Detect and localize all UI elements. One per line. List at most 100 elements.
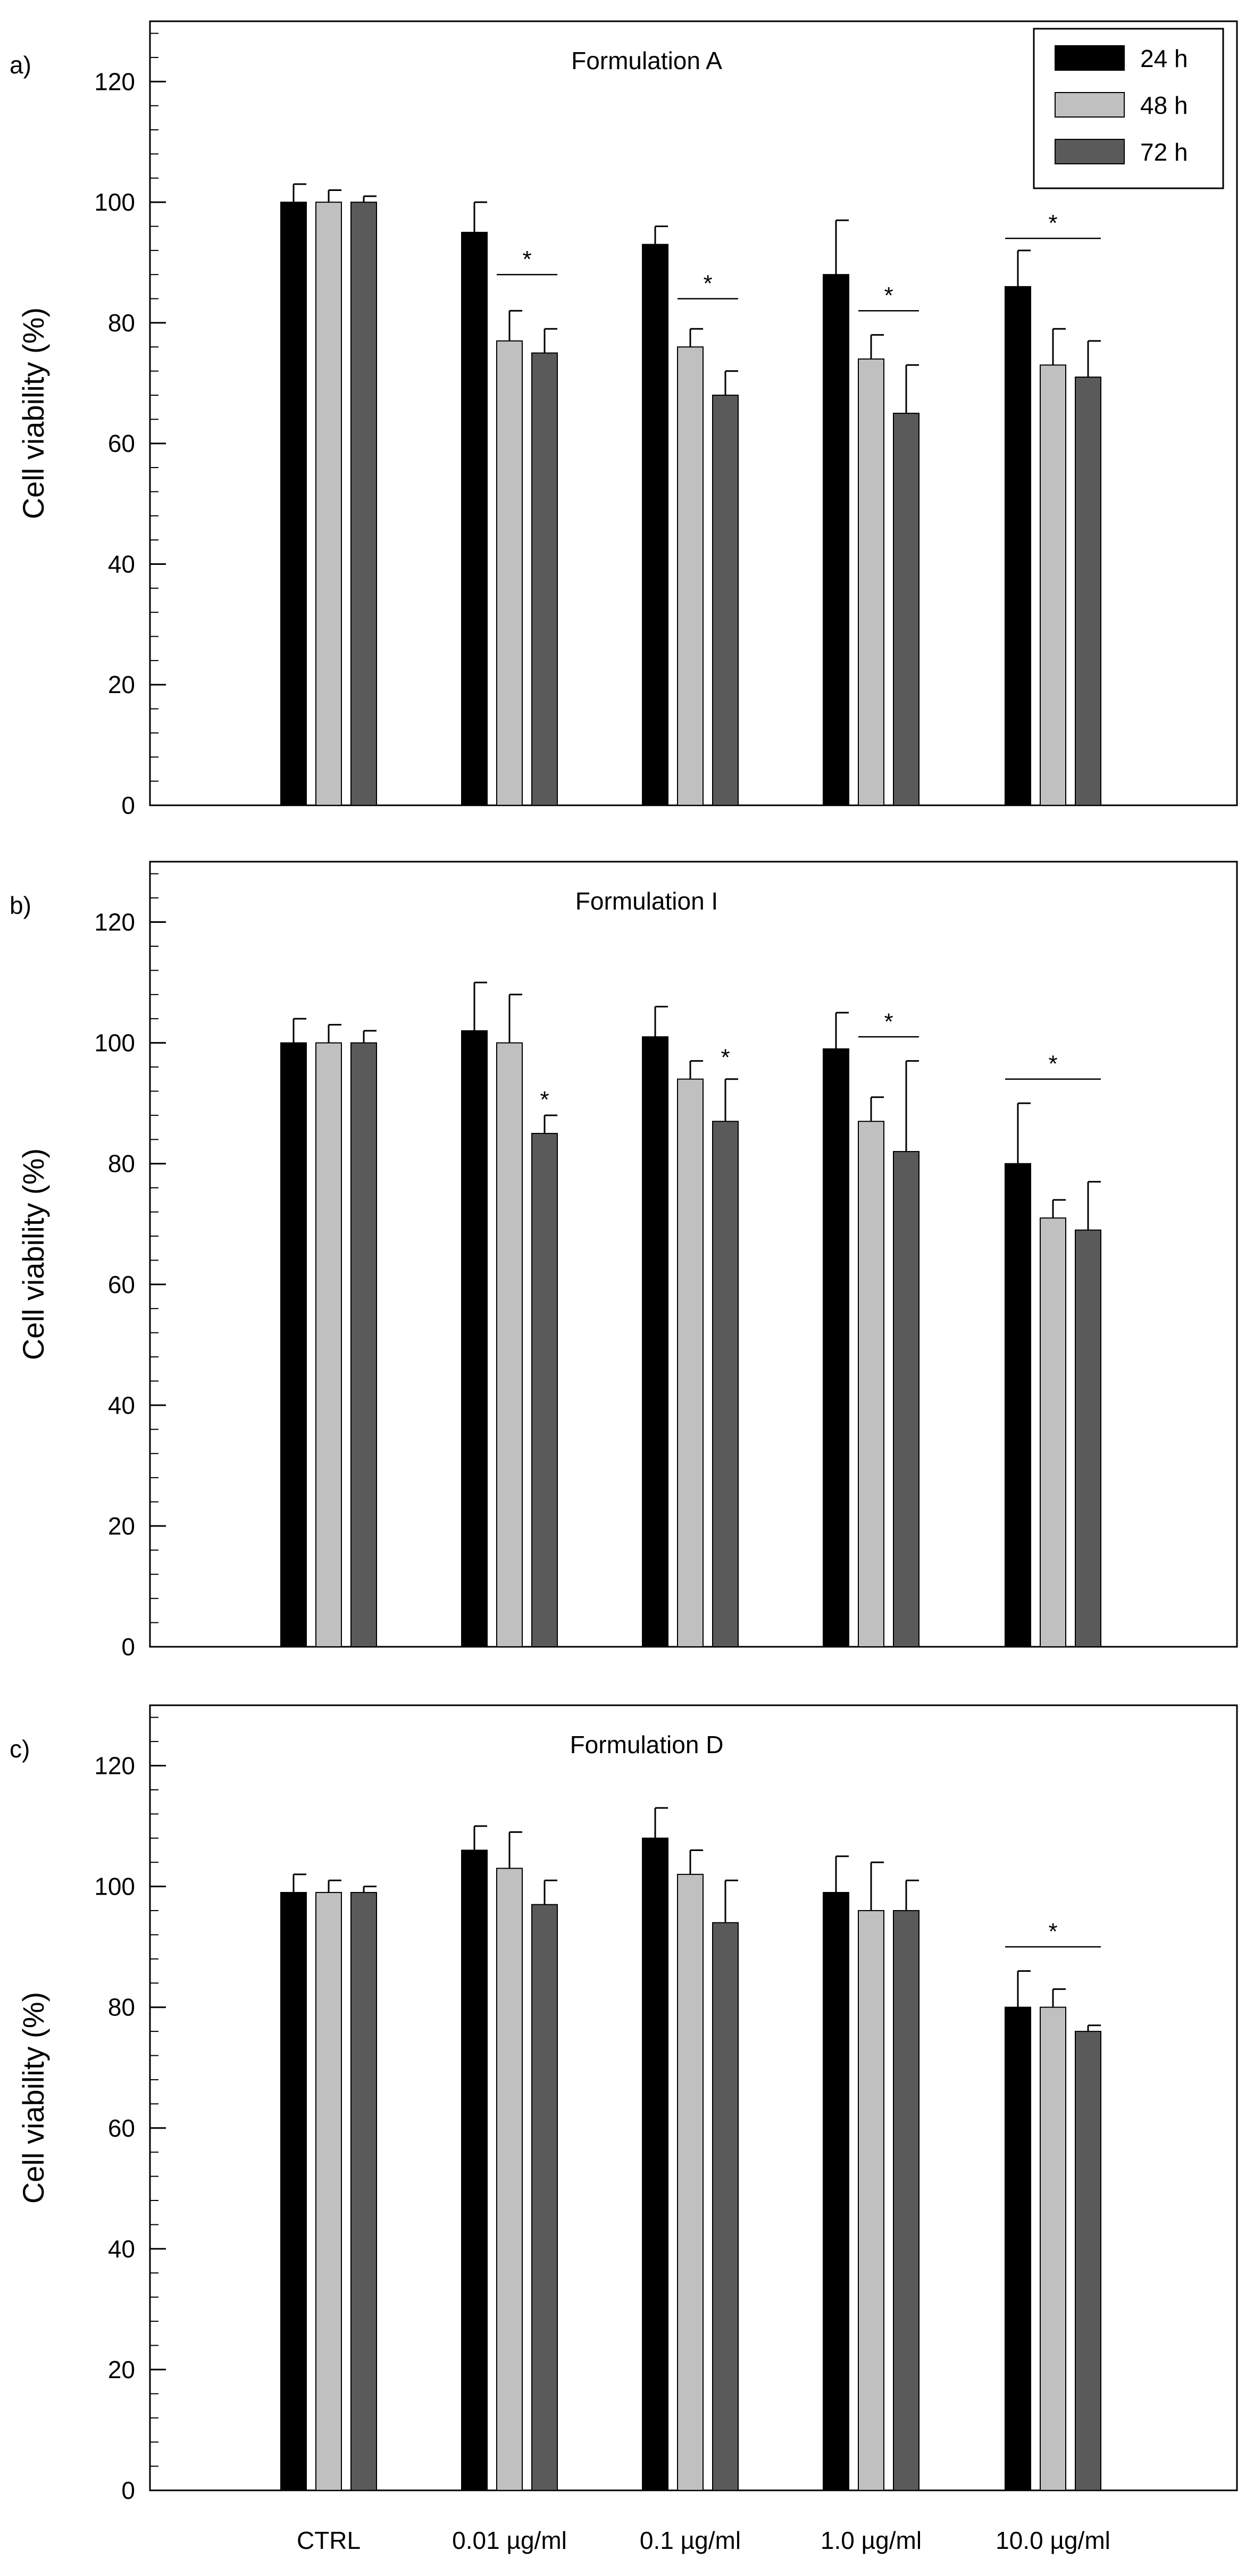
bar (280, 1891, 307, 2491)
significance-star: * (1048, 1919, 1057, 1945)
bar (642, 1036, 668, 1647)
x-tick-label: CTRL (297, 2527, 361, 2554)
bar (531, 352, 558, 806)
legend-swatch (1055, 139, 1125, 164)
y-tick-label: 20 (108, 1512, 135, 1540)
chart-title: Formulation I (575, 887, 718, 915)
y-tick-label: 120 (94, 908, 135, 936)
bar (350, 202, 377, 806)
bar (496, 1868, 523, 2491)
legend: 24 h 48 h 72 h (1033, 28, 1224, 189)
chart-title: Formulation A (571, 47, 722, 74)
y-tick-label: 60 (108, 2114, 135, 2142)
panel-label: a) (10, 51, 31, 79)
significance-star: * (884, 282, 893, 309)
y-tick-label: 120 (94, 1752, 135, 1780)
y-axis-label: Cell viability (%) (16, 307, 50, 519)
bar (823, 1048, 849, 1647)
legend-label: 24 h (1140, 45, 1188, 72)
y-tick-label: 0 (121, 791, 135, 819)
bar (1075, 376, 1101, 806)
significance-star: * (522, 246, 531, 272)
chart-panel-c: c) Formulation D Cell viability (%) 0 20 40 60… (10, 1704, 1238, 2554)
y-tick-label: 40 (108, 550, 135, 578)
bar (642, 244, 668, 806)
bar (1005, 286, 1031, 806)
bar (893, 1910, 919, 2491)
bar (531, 1904, 558, 2491)
chart-title: Formulation D (570, 1731, 724, 1758)
y-tick-label: 20 (108, 2356, 135, 2383)
bar (280, 202, 307, 806)
bar (1005, 2006, 1031, 2491)
y-tick-label: 40 (108, 2235, 135, 2263)
bar (858, 1910, 884, 2491)
bar (350, 1891, 377, 2491)
bar (893, 413, 919, 806)
bar (858, 358, 884, 806)
bar (461, 1849, 488, 2491)
bar (496, 340, 523, 806)
bar (642, 1837, 668, 2491)
significance-star: * (884, 1008, 893, 1035)
bar (496, 1042, 523, 1647)
significance-star: * (1048, 210, 1057, 236)
bar (315, 1042, 342, 1647)
y-tick-label: 100 (94, 188, 135, 216)
bar (823, 1891, 849, 2491)
x-tick-label: 0.01 µg/ml (452, 2527, 567, 2554)
panel-label: b) (10, 891, 31, 919)
bar (1005, 1163, 1031, 1648)
legend-label: 48 h (1140, 91, 1188, 119)
bar (677, 1078, 704, 1647)
bar (712, 394, 739, 806)
bar (461, 1030, 488, 1647)
chart-panel-a: a) Formulation A Cell viability (%) 0 20 40 60… (10, 20, 1238, 819)
bar (315, 202, 342, 806)
bar (858, 1121, 884, 1647)
bar (1040, 2006, 1066, 2491)
y-tick-label: 0 (121, 1633, 135, 1661)
bar (280, 1042, 307, 1647)
y-tick-label: 60 (108, 430, 135, 457)
bar (315, 1891, 342, 2491)
y-tick-label: 100 (94, 1029, 135, 1057)
x-tick-label: 1.0 µg/ml (821, 2527, 922, 2554)
y-tick-label: 0 (121, 2477, 135, 2504)
bar (823, 274, 849, 806)
bar (1075, 2031, 1101, 2491)
y-tick-label: 100 (94, 1873, 135, 1900)
y-tick-label: 40 (108, 1391, 135, 1419)
bar (350, 1042, 377, 1647)
bar (712, 1922, 739, 2491)
bar (677, 346, 704, 806)
bar (1040, 1217, 1066, 1647)
chart-panel-b: b) Formulation I Cell viability (%) 0 20 40 60… (10, 861, 1238, 1661)
bar (893, 1151, 919, 1647)
legend-swatch (1055, 45, 1125, 71)
y-axis-label: Cell viability (%) (16, 1992, 50, 2204)
significance-star: * (1048, 1051, 1057, 1077)
y-tick-label: 60 (108, 1271, 135, 1298)
x-tick-label: 0.1 µg/ml (640, 2527, 741, 2554)
bar (712, 1121, 739, 1647)
x-tick-label: 10.0 µg/ml (996, 2527, 1110, 2554)
significance-star: * (540, 1087, 549, 1113)
y-axis-label: Cell viability (%) (16, 1148, 50, 1360)
bar (1075, 1229, 1101, 1648)
y-tick-label: 20 (108, 671, 135, 698)
y-tick-label: 80 (108, 309, 135, 337)
bar (531, 1132, 558, 1647)
y-tick-label: 80 (108, 1150, 135, 1178)
bar (1040, 364, 1066, 806)
significance-star: * (721, 1045, 730, 1071)
panel-label: c) (10, 1735, 30, 1763)
legend-swatch (1055, 92, 1125, 118)
significance-star: * (703, 271, 712, 297)
bar (461, 231, 488, 806)
bar (677, 1873, 704, 2491)
y-tick-label: 120 (94, 68, 135, 95)
legend-label: 72 h (1140, 138, 1188, 166)
